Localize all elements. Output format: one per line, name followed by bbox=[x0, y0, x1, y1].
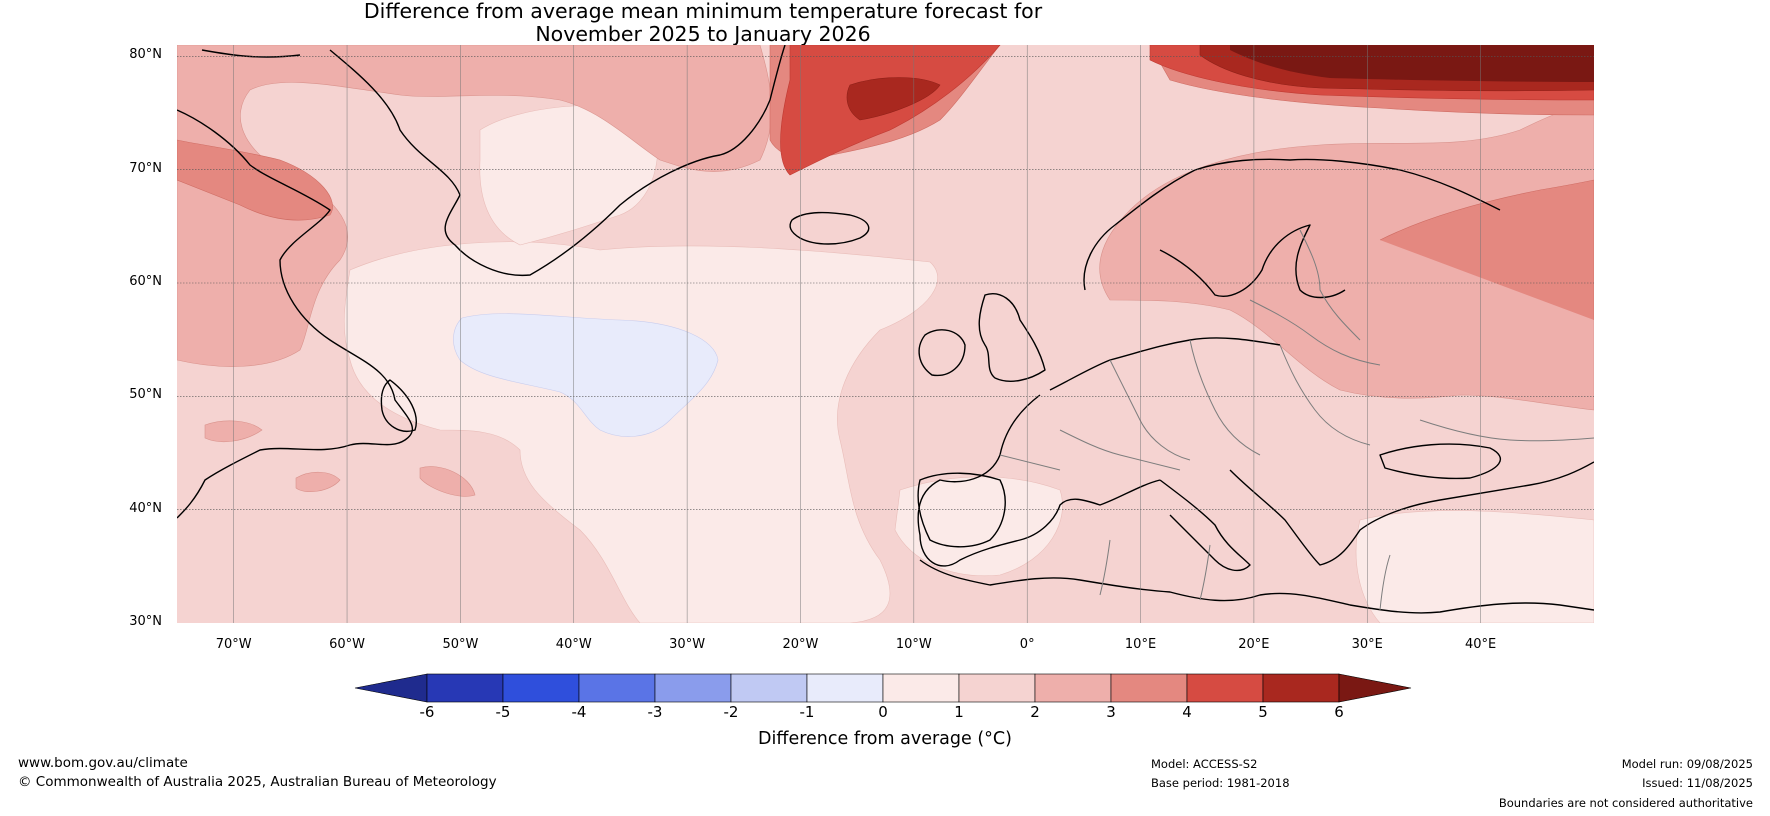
colorbar-tick-label: 0 bbox=[878, 703, 888, 721]
issued-text: Issued: 11/08/2025 bbox=[1642, 776, 1753, 790]
anomaly-region-5-6 bbox=[846, 77, 941, 121]
colorbar-tick-label: -1 bbox=[799, 703, 815, 721]
coastline-balkans bbox=[1229, 461, 1594, 566]
colorbar-cell bbox=[1186, 673, 1264, 703]
colorbar-cell bbox=[1110, 673, 1188, 703]
coastline-canada bbox=[177, 109, 414, 519]
longitude-label: 10°E bbox=[1124, 637, 1157, 652]
longitude-label: 0° bbox=[1019, 637, 1035, 652]
coastline-sweden-finland bbox=[1159, 224, 1346, 299]
anomaly-region-2-3 bbox=[419, 466, 476, 497]
colorbar-cell bbox=[426, 673, 504, 703]
anomaly-shading bbox=[177, 45, 1594, 623]
colorbar-cell bbox=[654, 673, 732, 703]
anomaly-region-3-4 bbox=[177, 139, 333, 221]
coastline-iberia bbox=[917, 472, 1006, 548]
latitude-label: 40°N bbox=[129, 500, 162, 516]
colorbar-cells bbox=[354, 673, 1412, 703]
colorbar-cell bbox=[502, 673, 580, 703]
coastline-europe-west bbox=[917, 337, 1281, 567]
coastline-north-africa bbox=[919, 559, 1594, 614]
disclaimer-text: Boundaries are not considered authoritat… bbox=[1498, 796, 1753, 810]
website-text: www.bom.gov.au/climate bbox=[18, 755, 188, 771]
coastline-great-britain bbox=[978, 293, 1046, 382]
longitude-label: 70°W bbox=[215, 637, 252, 652]
copyright-text: © Commonwealth of Australia 2025, Austra… bbox=[18, 774, 497, 790]
colorbar-tick-label: -3 bbox=[647, 703, 663, 721]
colorbar-tick-label: -4 bbox=[571, 703, 587, 721]
country-borders bbox=[999, 229, 1594, 611]
colorbar-tick-label: 6 bbox=[1334, 703, 1344, 721]
longitude-label: 40°W bbox=[555, 637, 592, 652]
coastline-ireland bbox=[918, 329, 966, 377]
anomaly-region-neg1-0 bbox=[453, 313, 719, 437]
anomaly-region-2-3 bbox=[1099, 99, 1594, 411]
coastline-black-sea bbox=[1379, 443, 1502, 480]
latitude-label: 60°N bbox=[129, 274, 162, 289]
model-text: Model: ACCESS-S2 bbox=[1151, 757, 1258, 771]
longitude-label: 60°W bbox=[329, 637, 365, 652]
colorbar-extend-low bbox=[354, 673, 428, 703]
anomaly-region-above-6 bbox=[1230, 45, 1594, 82]
anomaly-region-2-3 bbox=[177, 45, 772, 367]
latitude-label: 50°N bbox=[129, 387, 162, 403]
colorbar-label: Difference from average (°C) bbox=[758, 729, 1012, 749]
anomaly-region-0-1 bbox=[1355, 510, 1594, 623]
longitude-label: 30°E bbox=[1351, 637, 1383, 652]
model-run-text: Model run: 09/08/2025 bbox=[1621, 757, 1753, 771]
colorbar-cell bbox=[578, 673, 656, 703]
longitude-label: 40°E bbox=[1464, 637, 1497, 652]
colorbar-tick-label: -2 bbox=[723, 703, 739, 721]
coastline-italy bbox=[1159, 479, 1251, 572]
longitude-label: 50°W bbox=[442, 637, 479, 652]
colorbar-tick-label: -5 bbox=[495, 703, 511, 721]
colorbar-tick-label: 1 bbox=[954, 703, 964, 721]
colorbar-cell bbox=[1034, 673, 1112, 703]
base-period-text: Base period: 1981-2018 bbox=[1151, 776, 1290, 790]
colorbar-cell bbox=[1262, 673, 1340, 703]
anomaly-region-3-4 bbox=[1379, 179, 1594, 320]
graticule bbox=[177, 45, 1594, 623]
colorbar-tick-label: 3 bbox=[1106, 703, 1116, 721]
coastline-newfoundland bbox=[380, 379, 417, 432]
colorbar-tick-label: 4 bbox=[1182, 703, 1192, 721]
colorbar-cell bbox=[806, 673, 884, 703]
latitude-label: 70°N bbox=[129, 160, 162, 176]
anomaly-region-2-3 bbox=[295, 471, 341, 493]
longitude-label: 30°W bbox=[669, 637, 706, 652]
coastline-iceland bbox=[789, 211, 870, 245]
longitude-label: 10°W bbox=[895, 637, 932, 652]
coastline-norway bbox=[1083, 158, 1501, 291]
colorbar-tick-label: 2 bbox=[1030, 703, 1040, 721]
coastlines bbox=[177, 45, 1594, 614]
colorbar-cell bbox=[882, 673, 960, 703]
anomaly-region-0-1 bbox=[894, 476, 1063, 577]
colorbar-cell bbox=[730, 673, 808, 703]
title-line-1: Difference from average mean minimum tem… bbox=[363, 0, 1043, 23]
latitude-label: 80°N bbox=[129, 47, 162, 63]
latitude-label: 30°N bbox=[129, 614, 162, 629]
title-line-2: November 2025 to January 2026 bbox=[535, 22, 871, 46]
colorbar-tick-label: 5 bbox=[1258, 703, 1268, 721]
longitude-label: 20°W bbox=[782, 637, 819, 652]
colorbar-extend-high bbox=[1338, 673, 1412, 703]
colorbar-tick-label: -6 bbox=[419, 703, 435, 721]
chart-title: Difference from average mean minimum tem… bbox=[0, 0, 1406, 46]
coastline-greenland bbox=[329, 45, 786, 277]
longitude-label: 20°E bbox=[1238, 637, 1270, 652]
colorbar-cell bbox=[958, 673, 1036, 703]
